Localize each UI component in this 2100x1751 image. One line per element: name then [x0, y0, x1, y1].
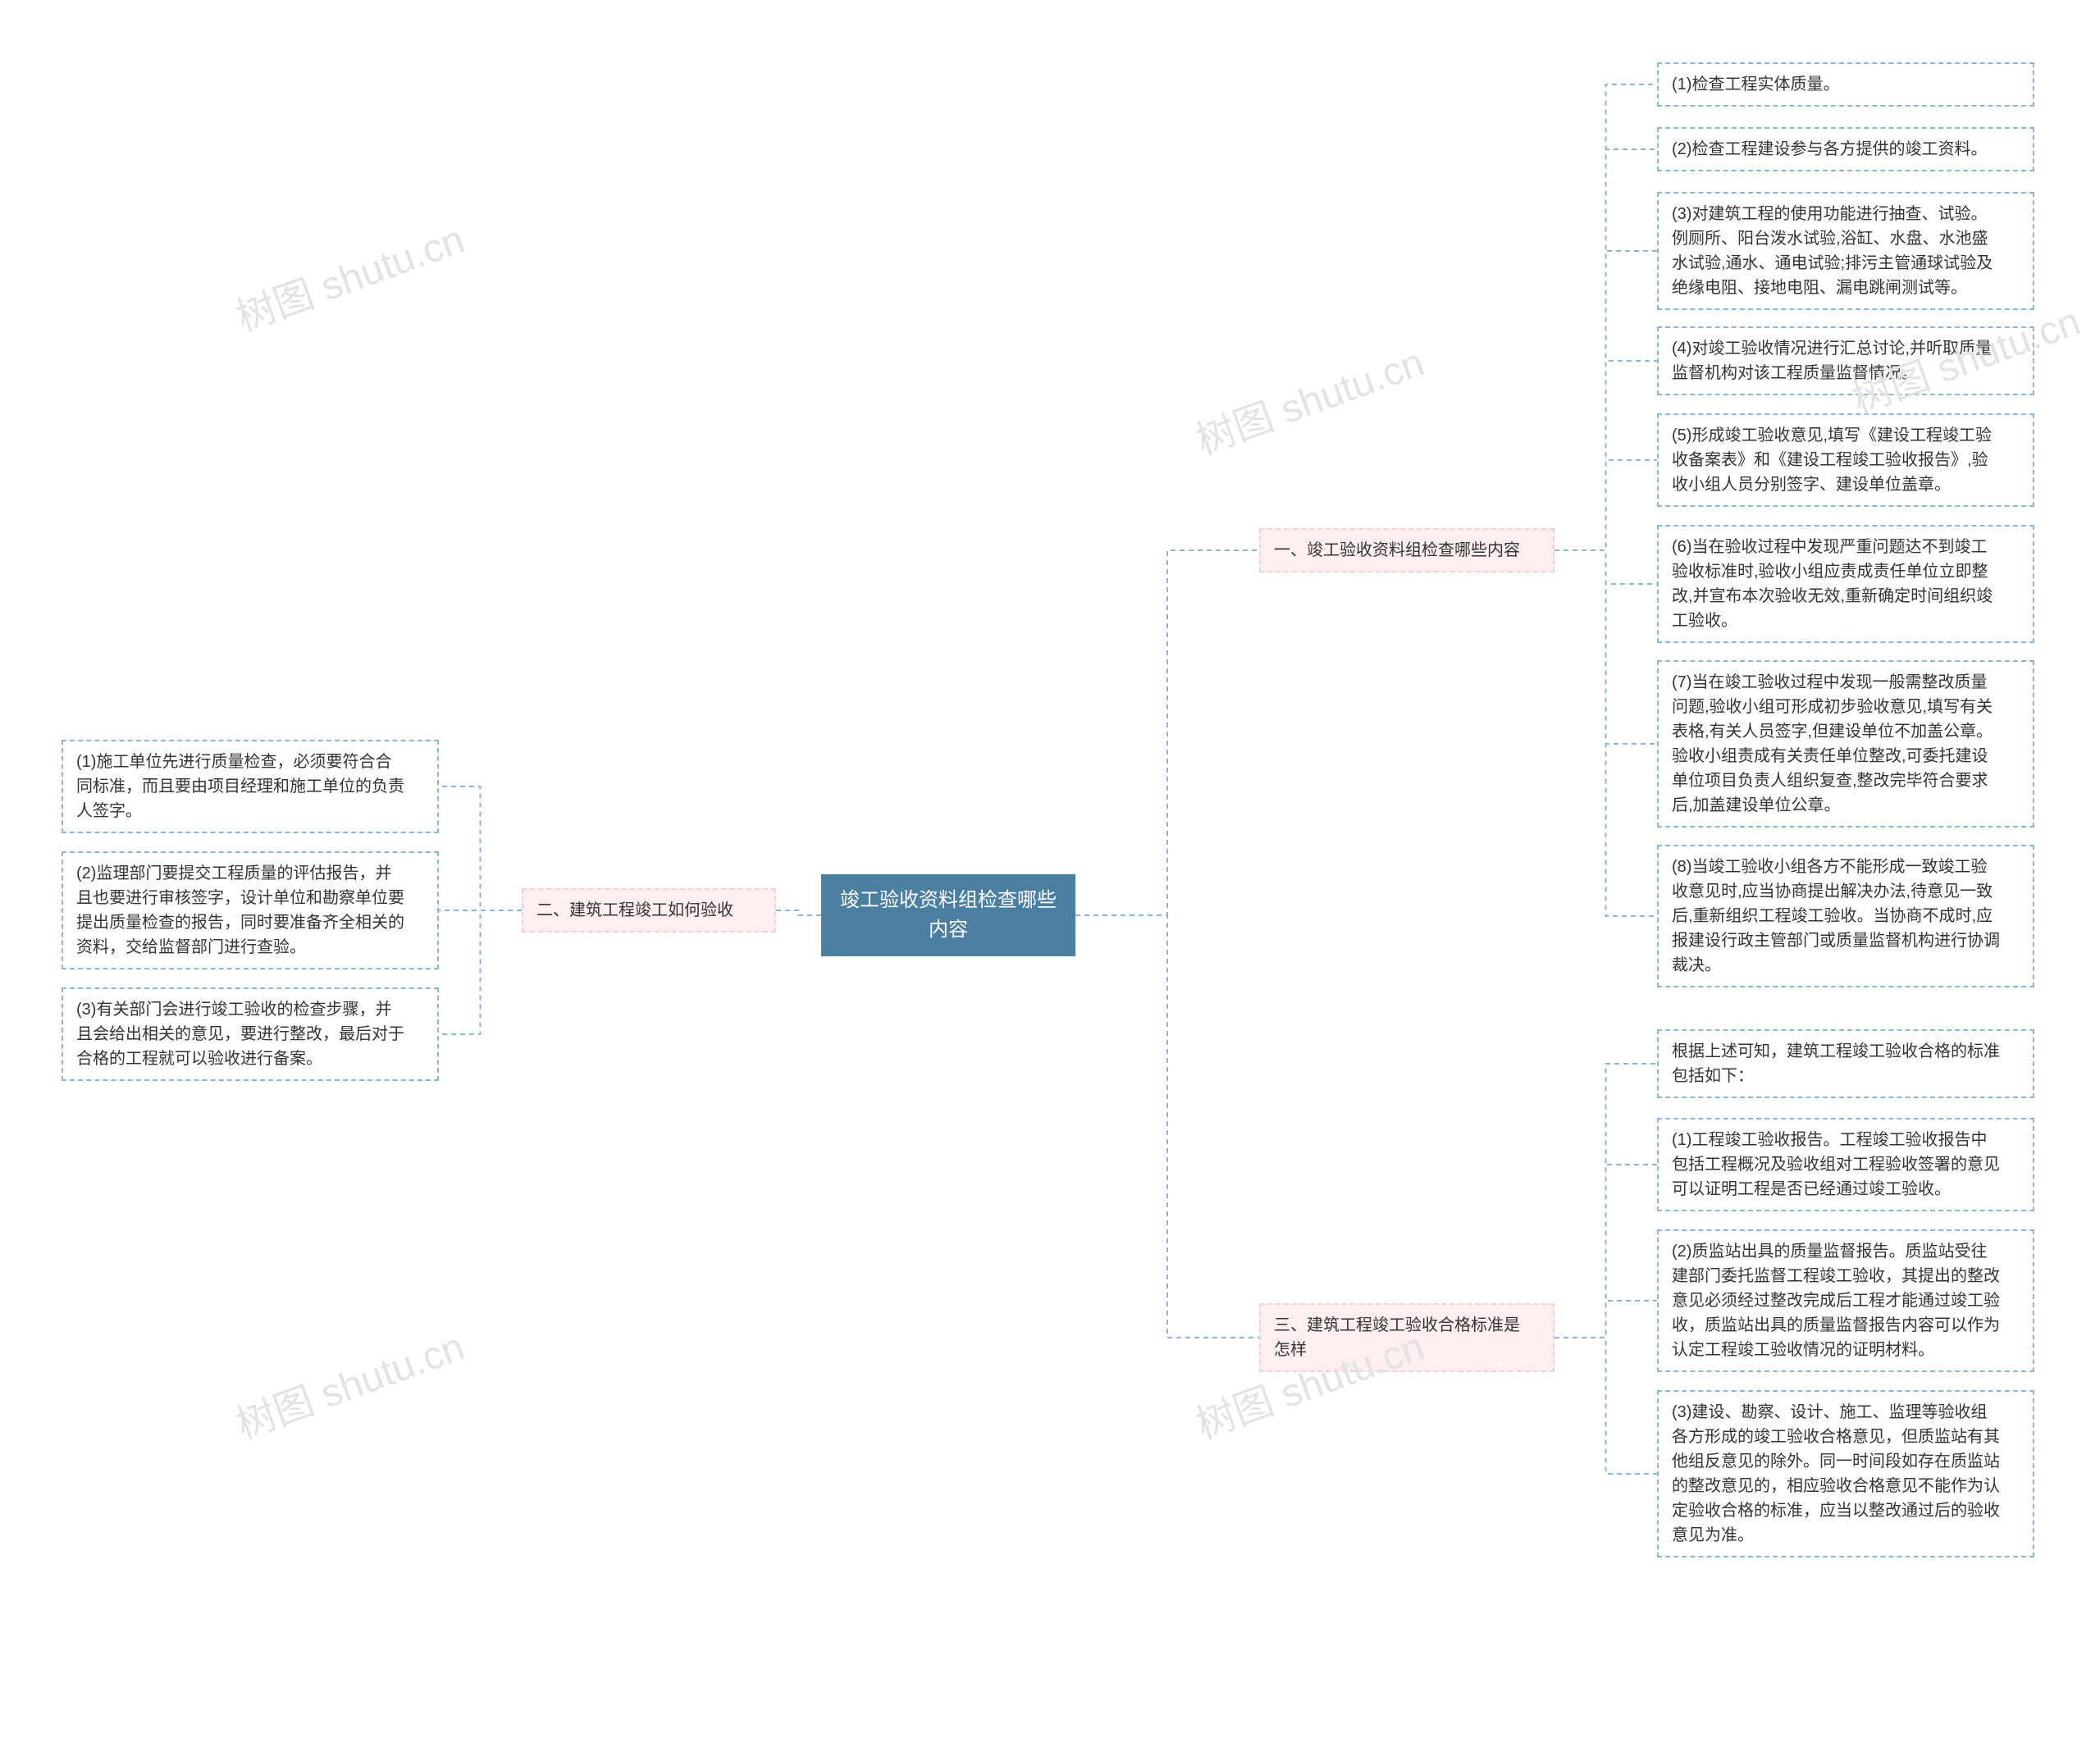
node-text: (5)形成竣工验收意见,填写《建设工程竣工验 收备案表》和《建设工程竣工验收报告… [1672, 426, 1992, 494]
connector [1554, 550, 1657, 744]
node-l_b1_3: (3)对建筑工程的使用功能进行抽查、试验。 例厕所、阳台泼水试验,浴缸、水盘、水… [1657, 192, 2034, 310]
node-text: (2)检查工程建设参与各方提供的竣工资料。 [1672, 140, 1987, 158]
node-l_b1_1: (1)检查工程实体质量。 [1657, 62, 2034, 107]
node-text: (8)当竣工验收小组各方不能形成一致竣工验 收意见时,应当协商提出解决办法,待意… [1672, 858, 2000, 974]
node-text: (3)对建筑工程的使用功能进行抽查、试验。 例厕所、阳台泼水试验,浴缸、水盘、水… [1672, 205, 1993, 297]
node-l_b1_2: (2)检查工程建设参与各方提供的竣工资料。 [1657, 127, 2034, 171]
node-l_b3_2: (1)工程竣工验收报告。工程竣工验收报告中 包括工程概况及验收组对工程验收签署的… [1657, 1118, 2034, 1211]
node-b1: 一、竣工验收资料组检查哪些内容 [1259, 528, 1554, 572]
node-l_b2_2: (2)监理部门要提交工程质量的评估报告，并 且也要进行审核签字，设计单位和勘察单… [62, 851, 439, 969]
node-l_b3_3: (2)质监站出具的质量监督报告。质监站受往 建部门委托监督工程竣工验收，其提出的… [1657, 1229, 2034, 1372]
connector [1075, 915, 1259, 1338]
node-l_b1_4: (4)对竣工验收情况进行汇总讨论,并听取质量 监督机构对该工程质量监督情况。 [1657, 326, 2034, 395]
node-l_b3_4: (3)建设、勘察、设计、施工、监理等验收组 各方形成的竣工验收合格意见，但质监站… [1657, 1390, 2034, 1557]
node-l_b1_5: (5)形成竣工验收意见,填写《建设工程竣工验 收备案表》和《建设工程竣工验收报告… [1657, 413, 2034, 507]
connector [439, 787, 522, 910]
watermark: 树图 shutu.cn [227, 207, 471, 342]
node-text: (1)工程竣工验收报告。工程竣工验收报告中 包括工程概况及验收组对工程验收签署的… [1672, 1131, 2000, 1198]
node-l_b2_1: (1)施工单位先进行质量检查，必须要符合合 同标准，而且要由项目经理和施工单位的… [62, 740, 439, 833]
node-text: (3)有关部门会进行竣工验收的检查步骤，并 且会给出相关的意见，要进行整改，最后… [76, 1001, 404, 1068]
node-text: (1)检查工程实体质量。 [1672, 75, 1839, 93]
watermark: 树图 shutu.cn [1187, 330, 1431, 465]
connector [1554, 251, 1657, 550]
node-root: 竣工验收资料组检查哪些 内容 [821, 874, 1075, 956]
connector [1554, 149, 1657, 550]
node-b3: 三、建筑工程竣工验收合格标准是 怎样 [1259, 1303, 1554, 1372]
node-text: (4)对竣工验收情况进行汇总讨论,并听取质量 监督机构对该工程质量监督情况。 [1672, 340, 1992, 382]
node-l_b1_7: (7)当在竣工验收过程中发现一般需整改质量 问题,验收小组可形成初步验收意见,填… [1657, 660, 2034, 828]
node-text: (2)监理部门要提交工程质量的评估报告，并 且也要进行审核签字，设计单位和勘察单… [76, 864, 404, 956]
connector [1554, 1064, 1657, 1338]
node-text: 根据上述可知，建筑工程竣工验收合格的标准 包括如下： [1672, 1042, 2000, 1085]
connector [1075, 550, 1259, 915]
node-text: 一、竣工验收资料组检查哪些内容 [1274, 541, 1520, 559]
node-text: 三、建筑工程竣工验收合格标准是 怎样 [1274, 1316, 1520, 1359]
node-text: 竣工验收资料组检查哪些 内容 [840, 889, 1057, 941]
connector [776, 910, 821, 915]
node-l_b1_8: (8)当竣工验收小组各方不能形成一致竣工验 收意见时,应当协商提出解决办法,待意… [1657, 845, 2034, 987]
node-text: 二、建筑工程竣工如何验收 [536, 901, 733, 919]
node-text: (3)建设、勘察、设计、施工、监理等验收组 各方形成的竣工验收合格意见，但质监站… [1672, 1403, 2000, 1544]
connector [439, 910, 522, 1034]
node-l_b2_3: (3)有关部门会进行竣工验收的检查步骤，并 且会给出相关的意见，要进行整改，最后… [62, 987, 439, 1081]
connector [1554, 361, 1657, 550]
node-l_b3_1: 根据上述可知，建筑工程竣工验收合格的标准 包括如下： [1657, 1029, 2034, 1098]
node-text: (7)当在竣工验收过程中发现一般需整改质量 问题,验收小组可形成初步验收意见,填… [1672, 673, 1993, 814]
node-l_b1_6: (6)当在验收过程中发现严重问题达不到竣工 验收标准时,验收小组应责成责任单位立… [1657, 525, 2034, 643]
connector [1554, 460, 1657, 550]
connector [1554, 1165, 1657, 1338]
connector [1554, 84, 1657, 550]
node-text: (6)当在验收过程中发现严重问题达不到竣工 验收标准时,验收小组应责成责任单位立… [1672, 538, 1993, 630]
watermark: 树图 shutu.cn [227, 1314, 471, 1449]
node-text: (2)质监站出具的质量监督报告。质监站受往 建部门委托监督工程竣工验收，其提出的… [1672, 1243, 2000, 1359]
connector [1554, 1338, 1657, 1474]
connector [1554, 550, 1657, 916]
connector [1554, 550, 1657, 584]
node-b2: 二、建筑工程竣工如何验收 [522, 888, 776, 932]
node-text: (1)施工单位先进行质量检查，必须要符合合 同标准，而且要由项目经理和施工单位的… [76, 753, 404, 820]
connector [1554, 1301, 1657, 1338]
